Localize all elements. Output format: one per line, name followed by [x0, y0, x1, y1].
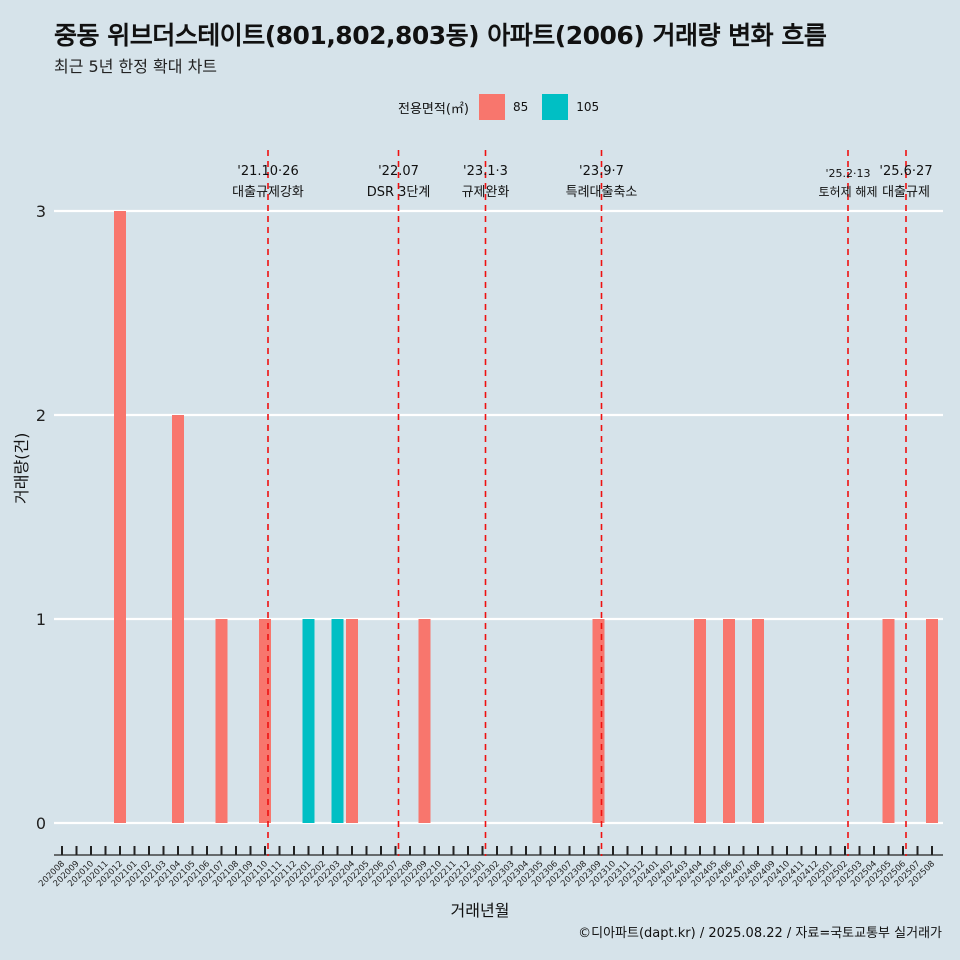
legend: 전용면적(㎡) 85 105: [398, 94, 613, 120]
event-date: '25.2·13: [825, 167, 870, 180]
event-label: 특례대출축소: [566, 185, 638, 200]
legend-key-85: [478, 94, 505, 120]
event-date: '25.6·27: [879, 164, 932, 179]
bar-85-202309: [592, 619, 605, 823]
y-tick-label: 3: [36, 202, 46, 221]
event-label: 토허제 해제: [818, 185, 877, 199]
event-label: 규제완화: [462, 185, 510, 200]
legend-key-105: [542, 94, 569, 120]
bar-85-202404: [694, 619, 706, 823]
legend-label-105: 105: [576, 100, 600, 114]
event-date: '23.9·7: [579, 164, 624, 179]
bar-85-202110: [259, 619, 271, 823]
y-tick-label: 0: [36, 814, 46, 833]
bar-85-202505: [882, 619, 895, 823]
bar-85-202204: [346, 619, 358, 823]
bar-85-202209: [418, 619, 431, 823]
bar-105-202203: [331, 619, 344, 823]
event-date: '21.10·26: [237, 164, 298, 179]
bar-85-202107: [215, 619, 228, 823]
x-axis-label: 거래년월: [450, 901, 510, 920]
event-label: 대출규제: [882, 185, 930, 200]
bar-85-202406: [723, 619, 735, 823]
y-tick-label: 2: [36, 406, 46, 425]
y-axis-label: 거래량(건): [12, 432, 31, 504]
y-tick-label: 1: [36, 610, 46, 629]
legend-title: 전용면적(㎡): [398, 101, 469, 117]
chart-title: 중동 위브더스테이트(801,802,803동) 아파트(2006) 거래량 변…: [54, 21, 827, 50]
bar-85-202408: [752, 619, 764, 823]
bar-85-202012: [114, 211, 126, 823]
event-label: DSR 3단계: [367, 185, 431, 200]
event-date: '23.1·3: [463, 164, 508, 179]
event-date: '22.07: [378, 164, 419, 179]
event-label: 대출규제강화: [232, 185, 304, 200]
bar-85-202508: [926, 619, 938, 823]
bar-105-202201: [302, 619, 315, 823]
legend-label-85: 85: [512, 100, 529, 114]
source-caption: ©디아파트(dapt.kr) / 2025.08.22 / 자료=국토교통부 실…: [578, 926, 942, 941]
bar-85-202104: [172, 415, 184, 823]
chart-subtitle: 최근 5년 한정 확대 차트: [54, 57, 218, 76]
